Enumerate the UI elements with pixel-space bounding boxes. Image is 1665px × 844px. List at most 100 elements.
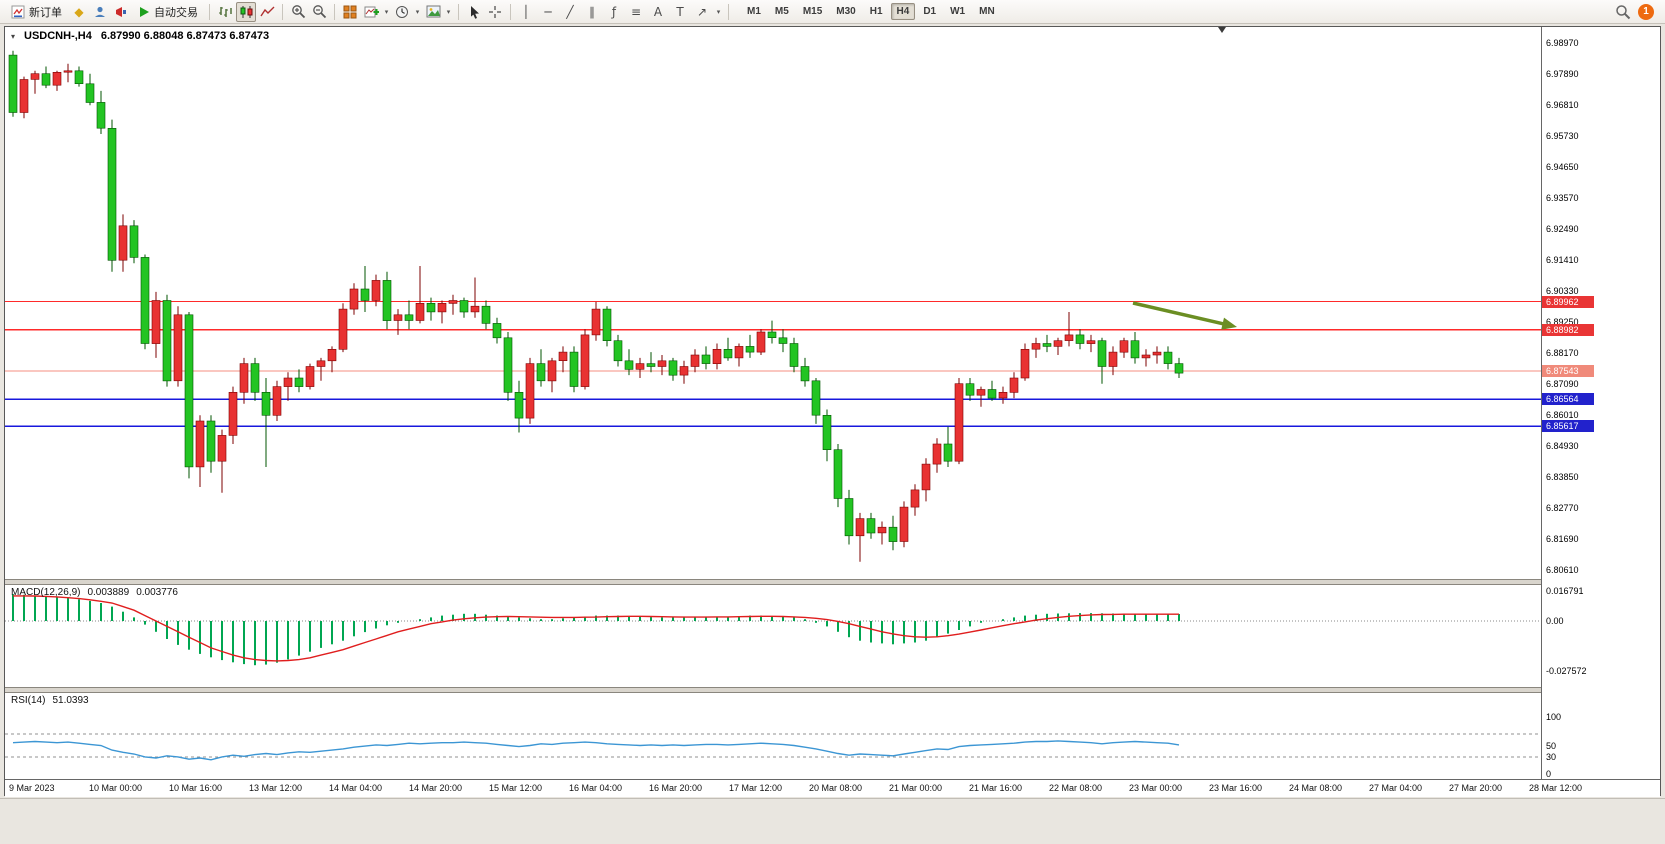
line-chart-button[interactable] [257,2,277,22]
time-axis-label: 17 Mar 12:00 [729,783,783,793]
time-axis-label: 14 Mar 04:00 [329,783,383,793]
chevron-down-icon[interactable]: ▾ [446,8,451,16]
fibonacci-tool[interactable]: ƒ [611,4,617,19]
main-chart-panel[interactable]: ▾ USDCNH-,H4 6.87990 6.88048 6.87473 6.8… [5,27,1541,579]
zoom-out-button[interactable] [309,2,329,22]
clock-icon [396,5,408,18]
price-axis[interactable]: 6.98970 6.97890 6.96810 6.95730 6.94650 6.935… [1541,27,1660,779]
trendline-tool[interactable]: ╱ [566,4,574,19]
notification-badge[interactable]: 1 [1638,3,1654,20]
rsi-axis-label: 50 [1546,740,1557,751]
horizontal-line-tool[interactable]: ─ [544,4,552,19]
drawing-tools-group: │ ─ ╱ ∥ ƒ ≡ A T ↗ ▾ [516,2,723,22]
tile-windows-icon [343,5,357,18]
new-order-label: 新订单 [29,6,62,19]
news-icon[interactable] [111,2,131,22]
timeframe-m5[interactable]: M5 [774,6,789,17]
rsi-canvas[interactable] [5,693,1541,779]
macd-axis-label: 0.016791 [1546,585,1584,596]
timeframe-m1[interactable]: M1 [747,6,761,17]
channel-tool[interactable]: ∥ [589,4,595,19]
time-axis-label: 13 Mar 12:00 [249,783,303,793]
chevron-down-icon[interactable]: ▾ [11,31,16,41]
shapes-tool[interactable]: ↗ [696,4,708,19]
line-chart-icon [259,6,274,16]
chart-title: ▾ USDCNH-,H4 6.87990 6.88048 6.87473 6.8… [11,30,269,42]
template-image-icon [426,5,440,18]
time-axis-label: 10 Mar 16:00 [169,783,223,793]
ohlc-values: 6.87990 6.88048 6.87473 6.87473 [100,30,270,42]
panel-splitter[interactable] [5,579,1660,585]
macd-panel[interactable]: MACD(12,26,9) 0.003889 0.003776 [5,585,1541,687]
candles-layer[interactable] [8,50,1184,562]
price-axis-label: 6.89250 [1546,317,1579,327]
chevron-down-icon[interactable]: ▾ [716,8,721,16]
price-axis-label: 6.95730 [1546,131,1579,141]
tile-windows-button[interactable] [340,2,360,22]
main-chart-canvas[interactable] [5,27,1541,579]
chevron-down-icon[interactable]: ▾ [384,8,389,16]
chart-shift-marker[interactable] [1218,27,1226,33]
timeframe-m30[interactable]: M30 [836,6,856,17]
price-axis-label: 6.82770 [1546,503,1579,513]
timeframe-w1[interactable]: W1 [950,6,966,17]
rsi-label: RSI(14) 51.0393 [11,695,89,706]
time-axis-label: 24 Mar 08:00 [1289,783,1343,793]
cursor-button[interactable] [464,2,484,22]
time-axis-label: 14 Mar 20:00 [409,783,463,793]
autotrading-button[interactable]: 自动交易 [132,2,204,22]
zoom-in-button[interactable] [288,2,308,22]
time-axis-label: 23 Mar 16:00 [1209,783,1263,793]
time-axis-label: 27 Mar 04:00 [1369,783,1423,793]
time-axis-label: 27 Mar 20:00 [1449,783,1503,793]
time-axis[interactable]: 9 Mar 2023 10 Mar 00:00 10 Mar 16:00 13 Mar… [5,779,1660,797]
price-badge: 6.86564 [1542,393,1594,406]
bar-chart-button[interactable] [215,2,235,22]
new-chart-button[interactable] [361,2,381,22]
toolbar-separator [458,3,459,20]
macd-label: MACD(12,26,9) 0.003889 0.003776 [11,587,178,598]
panel-splitter[interactable] [5,687,1660,693]
text-tool[interactable]: A [653,4,663,19]
timeframe-d1[interactable]: D1 [923,6,937,17]
timeframe-h1[interactable]: H1 [869,6,883,17]
toolbar-separator [334,3,335,20]
macd-axis-label: 0.00 [1546,616,1564,626]
macd-histogram [12,594,1180,666]
chart-window: ▾ USDCNH-,H4 6.87990 6.88048 6.87473 6.8… [4,26,1661,797]
price-badge: 6.89962 [1542,295,1594,308]
macd-canvas[interactable] [5,585,1541,687]
candlestick-chart-button[interactable] [236,1,256,22]
cycle-lines-tool[interactable]: ≡ [630,4,642,19]
charts-icon[interactable]: ◆ [74,4,84,19]
vertical-line-tool[interactable]: │ [522,4,530,19]
toolbar-separator [510,3,511,20]
new-order-icon [11,5,25,18]
timeframe-mn[interactable]: MN [979,6,995,17]
periods-button[interactable] [392,2,412,22]
price-badge: 6.88982 [1542,323,1594,336]
timeframe-h4[interactable]: H4 [890,3,916,20]
trend-arrow[interactable] [1132,301,1237,330]
new-order-button[interactable]: 新订单 [5,2,68,22]
market-watch-icon[interactable] [90,2,110,22]
macd-value-signal: 0.003776 [136,587,178,598]
rsi-value: 51.0393 [52,695,89,706]
price-axis-label: 6.86010 [1546,410,1579,420]
rsi-panel[interactable]: RSI(14) 51.0393 [5,693,1541,779]
rsi-axis-label: 100 [1546,712,1562,722]
crosshair-button[interactable] [485,2,505,22]
label-tool[interactable]: T [676,4,684,19]
bar-chart-icon [218,6,232,17]
zoom-out-icon [312,5,326,19]
templates-button[interactable] [423,2,443,22]
search-button[interactable] [1613,2,1633,22]
price-axis-label: 6.98970 [1546,38,1579,48]
crosshair-icon [489,5,501,18]
timeframe-m15[interactable]: M15 [802,6,823,17]
chevron-down-icon[interactable]: ▾ [415,8,420,16]
megaphone-icon [116,6,126,17]
profile-icon [95,6,105,17]
time-axis-label: 22 Mar 08:00 [1049,783,1103,793]
